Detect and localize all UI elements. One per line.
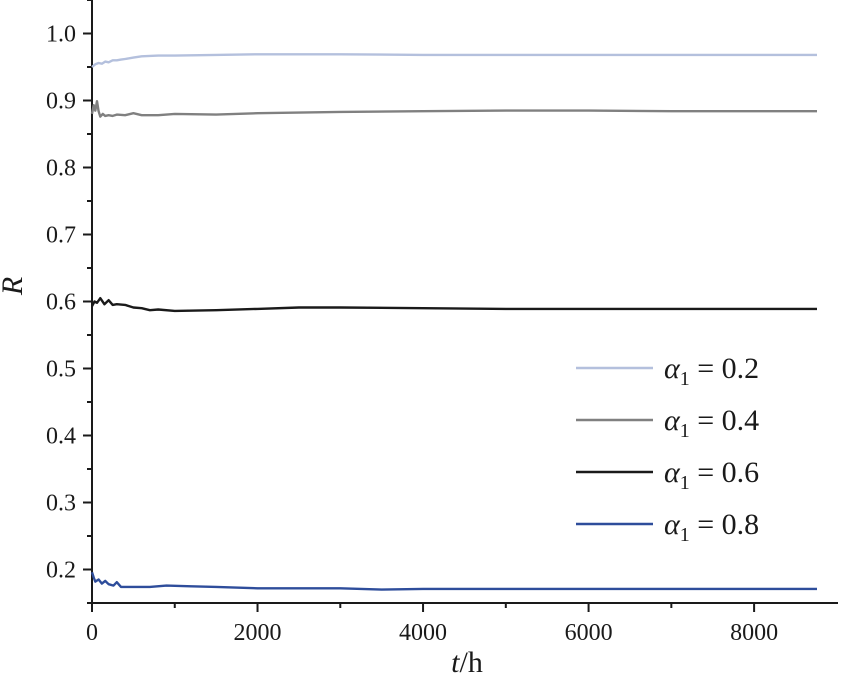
x-axis-title: t/h (451, 646, 483, 676)
legend-value: = 0.2 (690, 352, 759, 385)
x-axis-title-var: t (451, 646, 460, 676)
legend-value: = 0.8 (690, 508, 759, 541)
x-ticks: 0 2000 4000 6000 8000 (86, 603, 778, 646)
x-axis-title-unit: /h (460, 646, 483, 676)
series-layer (90, 53, 817, 591)
legend-item: α1 = 0.8 (576, 508, 759, 546)
legend-subscript: 1 (680, 472, 690, 494)
legend-item: α1 = 0.4 (576, 404, 759, 442)
legend-item: α1 = 0.6 (576, 456, 759, 494)
y-tick-label: 0.3 (46, 491, 76, 517)
legend-symbol: α (664, 456, 681, 489)
legend: α1 = 0.2α1 = 0.4α1 = 0.6α1 = 0.8 (576, 352, 759, 546)
legend-label: α1 = 0.2 (664, 352, 759, 390)
legend-subscript: 1 (680, 524, 690, 546)
legend-label: α1 = 0.4 (664, 404, 759, 442)
series-line-3 (90, 297, 817, 313)
legend-subscript: 1 (680, 420, 690, 442)
legend-label: α1 = 0.6 (664, 456, 759, 494)
legend-value: = 0.6 (690, 456, 759, 489)
y-ticks: 0.2 0.3 0.4 0.5 0.6 0.7 0.8 0.9 1.0 (46, 0, 92, 604)
legend-symbol: α (664, 508, 681, 541)
x-tick-label: 6000 (565, 620, 613, 646)
y-tick-label: 0.6 (46, 290, 76, 316)
x-tick-label: 2000 (234, 620, 282, 646)
legend-symbol: α (664, 404, 681, 437)
y-tick-label: 0.7 (46, 223, 76, 249)
x-tick-label: 4000 (399, 620, 447, 646)
series-line-4 (90, 571, 817, 591)
y-tick-label: 1.0 (46, 22, 76, 48)
y-tick-label: 0.5 (46, 357, 76, 383)
y-tick-label: 0.2 (46, 558, 76, 584)
x-tick-label: 0 (86, 620, 98, 646)
legend-symbol: α (664, 352, 681, 385)
series-line-2 (90, 99, 817, 118)
y-axis-title: R (0, 277, 29, 296)
legend-value: = 0.4 (690, 404, 759, 437)
x-tick-label: 8000 (730, 620, 778, 646)
y-tick-label: 0.4 (46, 424, 76, 450)
legend-item: α1 = 0.2 (576, 352, 759, 390)
y-tick-label: 0.9 (46, 89, 76, 115)
y-tick-label: 0.8 (46, 156, 76, 182)
series-line-1 (91, 53, 817, 68)
legend-subscript: 1 (680, 368, 690, 390)
legend-label: α1 = 0.8 (664, 508, 759, 546)
